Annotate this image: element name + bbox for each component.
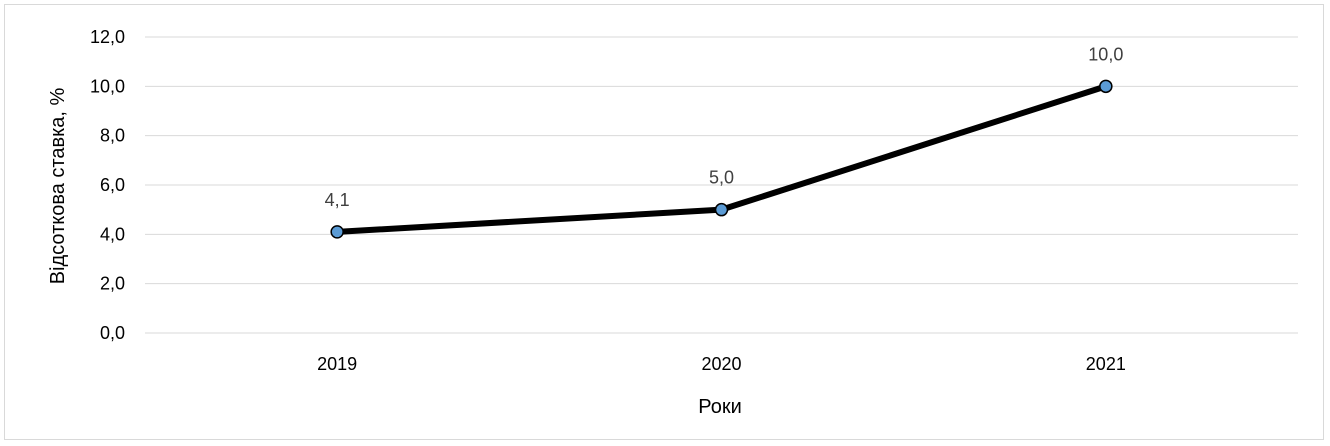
x-tick-labels: 2019 2020 2021 <box>317 354 1126 374</box>
y-tick-label: 12,0 <box>90 27 125 47</box>
data-point <box>330 225 344 239</box>
y-tick-label: 10,0 <box>90 76 125 96</box>
y-tick-label: 2,0 <box>100 274 125 294</box>
data-label: 5,0 <box>709 168 734 188</box>
x-tick-label: 2021 <box>1086 354 1126 374</box>
y-tick-labels: 0,0 2,0 4,0 6,0 8,0 10,0 12,0 <box>90 27 125 343</box>
y-tick-label: 8,0 <box>100 126 125 146</box>
x-tick-label: 2020 <box>701 354 741 374</box>
y-tick-label: 4,0 <box>100 224 125 244</box>
y-axis-title: Відсоткова ставка, % <box>47 87 69 284</box>
data-labels: 4,1 5,0 10,0 <box>325 44 1124 210</box>
y-tick-label: 6,0 <box>100 175 125 195</box>
data-point <box>1099 79 1113 94</box>
data-markers <box>330 79 1113 239</box>
data-label: 4,1 <box>325 190 350 210</box>
data-point <box>714 202 729 217</box>
chart-frame <box>4 4 1324 440</box>
data-label: 10,0 <box>1088 44 1123 64</box>
y-tick-label: 0,0 <box>100 323 125 343</box>
x-tick-label: 2019 <box>317 354 357 374</box>
x-axis-title: Роки <box>698 396 742 418</box>
